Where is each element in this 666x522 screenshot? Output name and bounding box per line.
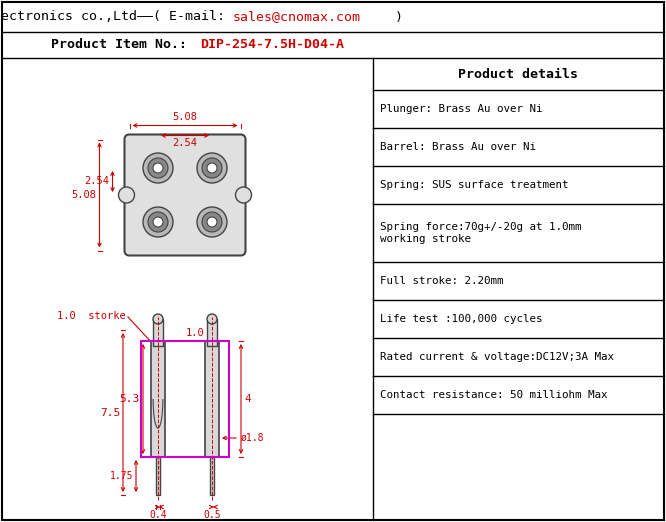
Text: 2.54: 2.54: [85, 176, 109, 186]
Circle shape: [202, 212, 222, 232]
Circle shape: [207, 163, 217, 173]
Bar: [210, 457, 214, 495]
Text: Product details: Product details: [458, 67, 578, 80]
Text: Cnomax Electronics co.,Ltd——( E-mail:: Cnomax Electronics co.,Ltd——( E-mail:: [0, 10, 233, 23]
Text: Life test :100,000 cycles: Life test :100,000 cycles: [380, 314, 543, 324]
Text: 7.5: 7.5: [100, 408, 120, 418]
Text: 5.3: 5.3: [120, 394, 140, 404]
Bar: [141, 341, 229, 457]
Text: Product Item No.:: Product Item No.:: [51, 39, 195, 52]
Bar: [207, 319, 217, 346]
Text: 4: 4: [244, 394, 251, 404]
Text: Spring force:70g+/-20g at 1.0mm
working stroke: Spring force:70g+/-20g at 1.0mm working …: [380, 222, 581, 244]
Text: 1.0: 1.0: [186, 328, 204, 338]
Circle shape: [148, 158, 168, 178]
Ellipse shape: [153, 314, 163, 324]
Text: Barrel: Brass Au over Ni: Barrel: Brass Au over Ni: [380, 142, 536, 152]
Circle shape: [236, 187, 252, 203]
Circle shape: [207, 217, 217, 227]
Text: Full stroke: 2.20mm: Full stroke: 2.20mm: [380, 276, 503, 286]
Text: Rated current & voltage:DC12V;3A Max: Rated current & voltage:DC12V;3A Max: [380, 352, 614, 362]
Text: 1.75: 1.75: [109, 471, 133, 481]
Ellipse shape: [207, 314, 217, 324]
Text: 5.08: 5.08: [172, 113, 198, 123]
Text: 5.08: 5.08: [71, 190, 97, 200]
Text: 0.5: 0.5: [203, 510, 221, 520]
Text: DIP-254-7.5H-D04-A: DIP-254-7.5H-D04-A: [200, 39, 344, 52]
Text: sales@cnomax.com: sales@cnomax.com: [233, 10, 361, 23]
Text: 2.54: 2.54: [172, 138, 198, 148]
Circle shape: [148, 212, 168, 232]
Circle shape: [197, 153, 227, 183]
Text: ø1.8: ø1.8: [241, 433, 264, 443]
FancyBboxPatch shape: [125, 135, 246, 255]
Circle shape: [153, 163, 163, 173]
Text: 0.4: 0.4: [149, 510, 166, 520]
Circle shape: [197, 207, 227, 237]
Circle shape: [143, 207, 173, 237]
Text: 1.0  storke: 1.0 storke: [57, 311, 126, 321]
Text: Contact resistance: 50 milliohm Max: Contact resistance: 50 milliohm Max: [380, 390, 607, 400]
Circle shape: [143, 153, 173, 183]
Circle shape: [153, 217, 163, 227]
Text: Plunger: Brass Au over Ni: Plunger: Brass Au over Ni: [380, 104, 543, 114]
Circle shape: [119, 187, 135, 203]
Text: Spring: SUS surface treatment: Spring: SUS surface treatment: [380, 180, 569, 190]
Bar: [205, 341, 219, 457]
Bar: [153, 319, 163, 346]
Bar: [156, 457, 160, 495]
Bar: [151, 341, 165, 457]
Circle shape: [202, 158, 222, 178]
Text: ): ): [395, 10, 403, 23]
